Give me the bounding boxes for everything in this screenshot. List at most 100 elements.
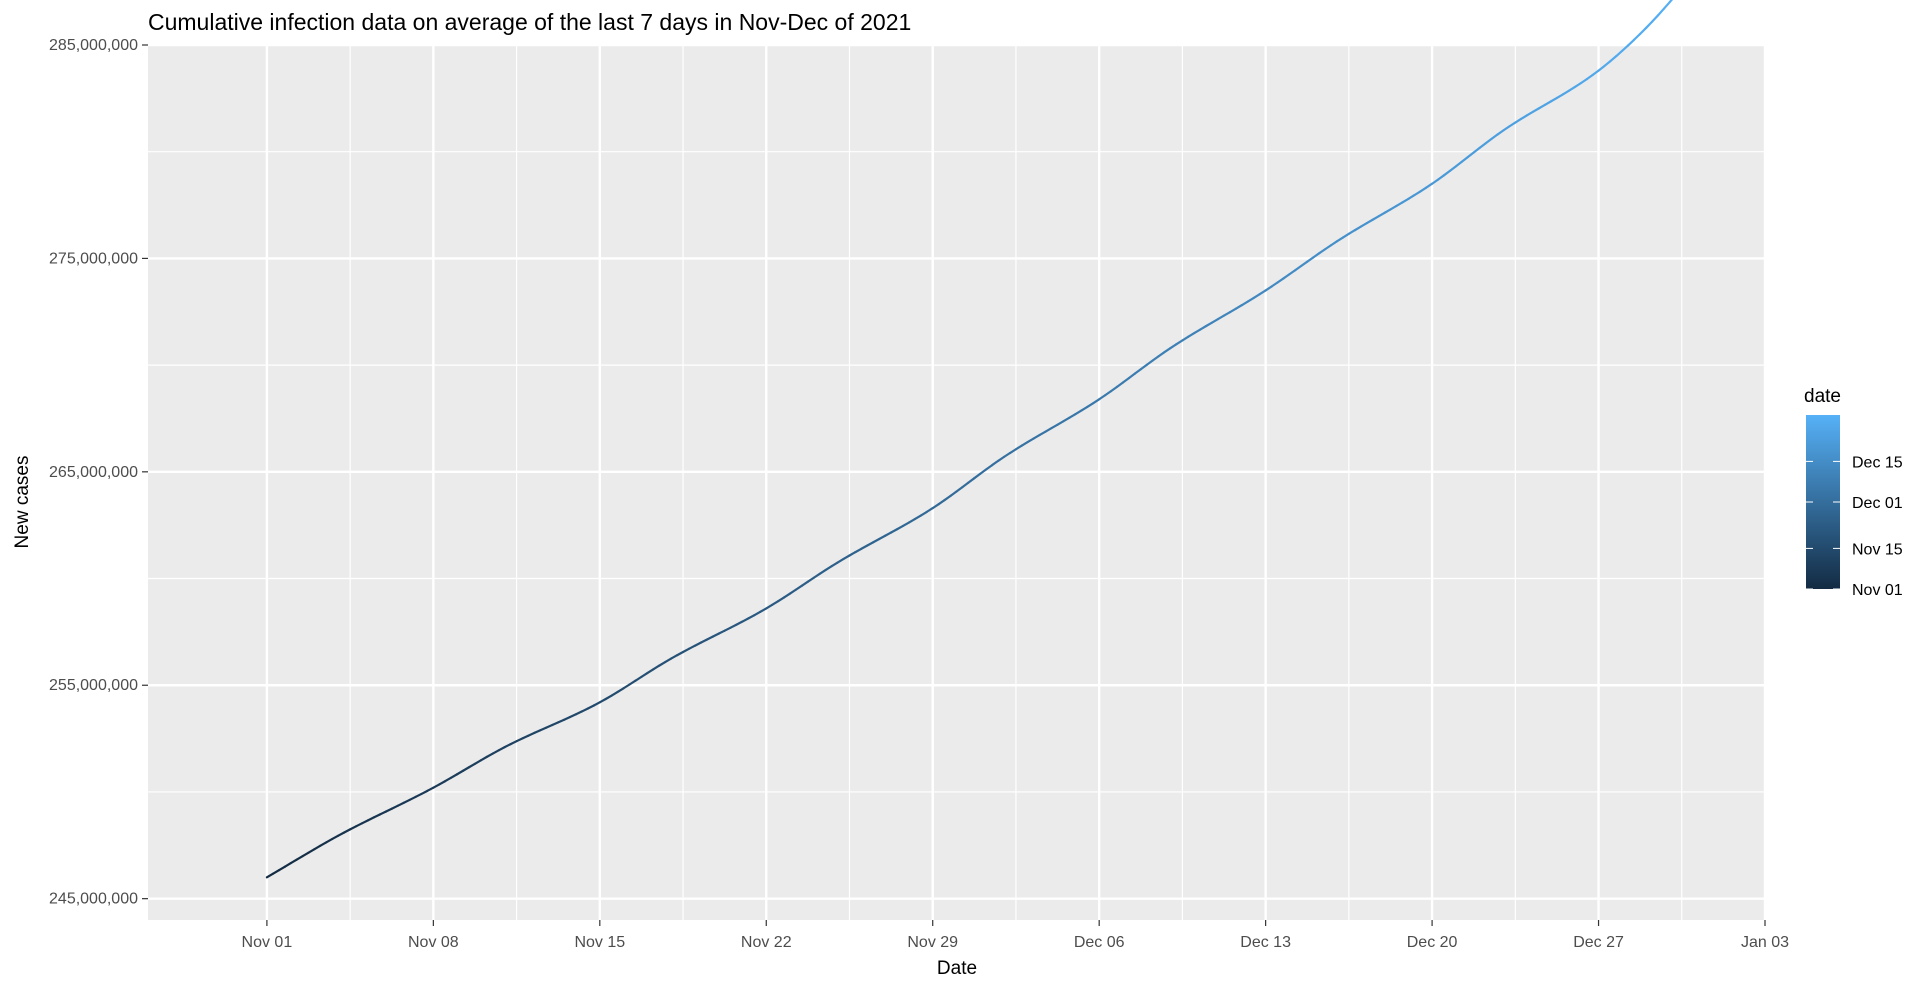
series-line-segment — [949, 490, 958, 497]
series-line-segment — [979, 468, 988, 475]
series-line-segment — [622, 683, 631, 690]
series-line-segment — [1181, 335, 1190, 342]
series-line-segment — [765, 603, 774, 610]
series-line-segment — [1609, 54, 1618, 63]
series-line-segment — [1115, 381, 1125, 388]
series-line-segment — [973, 472, 982, 480]
series-line-segment — [1002, 451, 1012, 458]
series-line-segment — [943, 494, 952, 502]
series-line-segment — [485, 752, 494, 758]
series-line-segment — [414, 792, 423, 799]
x-tick-label: Dec 20 — [1407, 934, 1458, 951]
gridlines — [148, 43, 1767, 920]
series-line-segment — [1193, 328, 1202, 335]
series-line-segment — [1234, 304, 1243, 310]
chart-title: Cumulative infection data on average of … — [148, 9, 911, 35]
series-line-segment — [1484, 137, 1493, 145]
legend-label: Nov 01 — [1852, 582, 1903, 599]
series-line-segment — [1549, 96, 1559, 103]
series-line-segment — [1639, 26, 1648, 35]
series-line-segment — [1656, 7, 1666, 17]
series-line-segment — [1288, 268, 1297, 276]
series-line-segment — [479, 755, 488, 762]
series-line-segment — [1359, 222, 1368, 228]
series-line-segment — [1395, 201, 1404, 208]
series-line-segment — [444, 776, 453, 783]
legend-label: Dec 01 — [1852, 495, 1903, 512]
x-tick-label: Nov 22 — [741, 934, 792, 951]
series-line-segment — [723, 626, 732, 632]
series-line-segment — [1068, 413, 1077, 419]
series-line-segment — [450, 773, 459, 779]
x-tick-label: Nov 15 — [574, 934, 625, 951]
series-line-segment — [1175, 339, 1184, 346]
series-line-segment — [301, 851, 310, 858]
series-line-segment — [1448, 165, 1457, 172]
series-line-segment — [937, 498, 946, 506]
series-line-segment — [509, 740, 518, 746]
series-line-segment — [1365, 218, 1374, 225]
series-line-segment — [1222, 311, 1232, 317]
series-lines — [265, 0, 1673, 879]
series-line-segment — [438, 780, 447, 786]
series-line-segment — [753, 610, 762, 617]
series-line-segment — [1020, 440, 1029, 447]
series-line-segment — [461, 766, 471, 772]
series-line-segment — [1300, 260, 1309, 267]
x-tick-label: Jan 03 — [1741, 934, 1789, 951]
series-line-segment — [1074, 409, 1083, 416]
series-line-segment — [325, 837, 334, 844]
series-line-segment — [1413, 190, 1422, 197]
series-line-segment — [1633, 32, 1642, 41]
series-line-segment — [1389, 204, 1398, 211]
series-line-segment — [1240, 300, 1249, 307]
series-line-segment — [1520, 114, 1529, 120]
series-line-segment — [616, 687, 625, 694]
series-line-segment — [271, 869, 280, 875]
series-line-segment — [895, 524, 905, 531]
series-line-segment — [319, 841, 328, 847]
series-line-segment — [420, 789, 429, 796]
x-tick-label: Nov 29 — [907, 934, 958, 951]
series-line-segment — [1353, 225, 1362, 232]
series-line-segment — [1650, 14, 1660, 23]
series-line-segment — [854, 547, 863, 554]
series-line-segment — [1008, 448, 1018, 455]
series-line-segment — [337, 831, 346, 837]
series-line-segment — [1502, 125, 1511, 132]
series-line-segment — [907, 517, 916, 524]
series-line-segment — [1216, 314, 1226, 321]
x-axis-title: Date — [937, 958, 977, 979]
series-line-segment — [1098, 394, 1107, 401]
series-line-segment — [360, 819, 370, 825]
series-line-segment — [1532, 107, 1541, 113]
series-line-segment — [1104, 390, 1113, 397]
series-line-segment — [426, 786, 435, 792]
series-line-segment — [1157, 350, 1166, 358]
y-axis-title: New cases — [12, 456, 33, 549]
series-line-segment — [354, 822, 364, 828]
series-line-segment — [1205, 321, 1214, 328]
series-line-segment — [1401, 197, 1410, 204]
series-line-segment — [1109, 385, 1119, 393]
series-line-segment — [919, 510, 928, 517]
series-line-segment — [794, 584, 804, 591]
series-line-segment — [1228, 307, 1238, 314]
series-line-segment — [1668, 0, 1673, 4]
series-line-segment — [343, 828, 352, 834]
x-tick-label: Nov 01 — [242, 934, 293, 951]
series-line-segment — [1139, 363, 1148, 371]
series-line-segment — [848, 551, 857, 557]
series-line-segment — [491, 749, 500, 755]
series-line-segment — [1597, 64, 1606, 72]
series-line-segment — [390, 804, 399, 810]
series-line-segment — [747, 614, 756, 620]
series-line-segment — [1318, 248, 1327, 255]
series-line-segment — [824, 565, 833, 572]
series-line-segment — [1442, 169, 1452, 177]
series-line-segment — [1543, 100, 1553, 106]
series-line-segment — [836, 557, 845, 564]
series-line-segment — [1151, 355, 1160, 362]
series-line-segment — [1038, 430, 1047, 437]
series-line-segment — [1246, 296, 1255, 303]
